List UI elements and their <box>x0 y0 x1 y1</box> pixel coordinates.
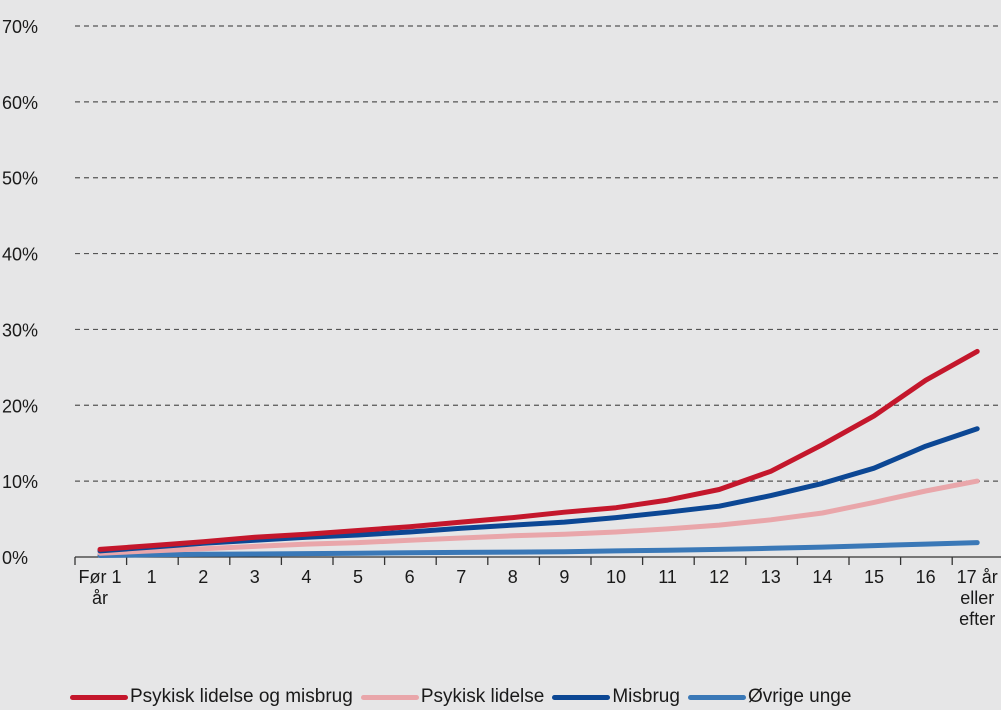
x-tick-label: 12 <box>709 567 729 587</box>
y-tick-label: 20% <box>2 396 38 416</box>
x-tick-label: Før 1 år <box>79 567 122 608</box>
legend-swatch <box>70 695 128 700</box>
x-tick-label: 13 <box>761 567 781 587</box>
y-tick-label: 0% <box>2 548 28 568</box>
legend-item: Psykisk lidelse og misbrug <box>70 686 353 708</box>
legend-label: Misbrug <box>612 686 680 708</box>
x-tick-label: 2 <box>198 567 208 587</box>
x-tick-label: 15 <box>864 567 884 587</box>
x-tick-label: 10 <box>606 567 626 587</box>
legend-swatch <box>552 695 610 700</box>
chart-legend: Psykisk lidelse og misbrug Psykisk lidels… <box>70 686 859 708</box>
x-tick-label: 8 <box>508 567 518 587</box>
x-tick-label: 6 <box>405 567 415 587</box>
legend-item: Psykisk lidelse <box>361 686 545 708</box>
x-tick-label: 11 <box>658 567 677 587</box>
y-tick-label: 70% <box>2 17 38 37</box>
legend-item: Misbrug <box>552 686 680 708</box>
legend-swatch <box>688 695 746 700</box>
legend-swatch <box>361 695 419 700</box>
y-tick-label: 50% <box>2 169 38 189</box>
legend-label: Psykisk lidelse <box>421 686 545 708</box>
x-tick-label: 17 år eller efter <box>957 567 998 629</box>
legend-item: Øvrige unge <box>688 686 852 708</box>
x-tick-label: 5 <box>353 567 363 587</box>
y-tick-label: 30% <box>2 320 38 340</box>
x-tick-label: 1 <box>147 567 157 587</box>
legend-label: Psykisk lidelse og misbrug <box>130 686 353 708</box>
legend-label: Øvrige unge <box>748 686 852 708</box>
y-tick-label: 10% <box>2 472 38 492</box>
x-tick-label: 4 <box>301 567 311 587</box>
y-tick-label: 60% <box>2 93 38 113</box>
series-line <box>100 351 977 549</box>
y-tick-label: 40% <box>2 245 38 265</box>
x-tick-label: 3 <box>250 567 260 587</box>
x-tick-label: 9 <box>559 567 569 587</box>
x-tick-label: 14 <box>812 567 832 587</box>
x-tick-label: 16 <box>916 567 936 587</box>
x-tick-label: 7 <box>456 567 466 587</box>
